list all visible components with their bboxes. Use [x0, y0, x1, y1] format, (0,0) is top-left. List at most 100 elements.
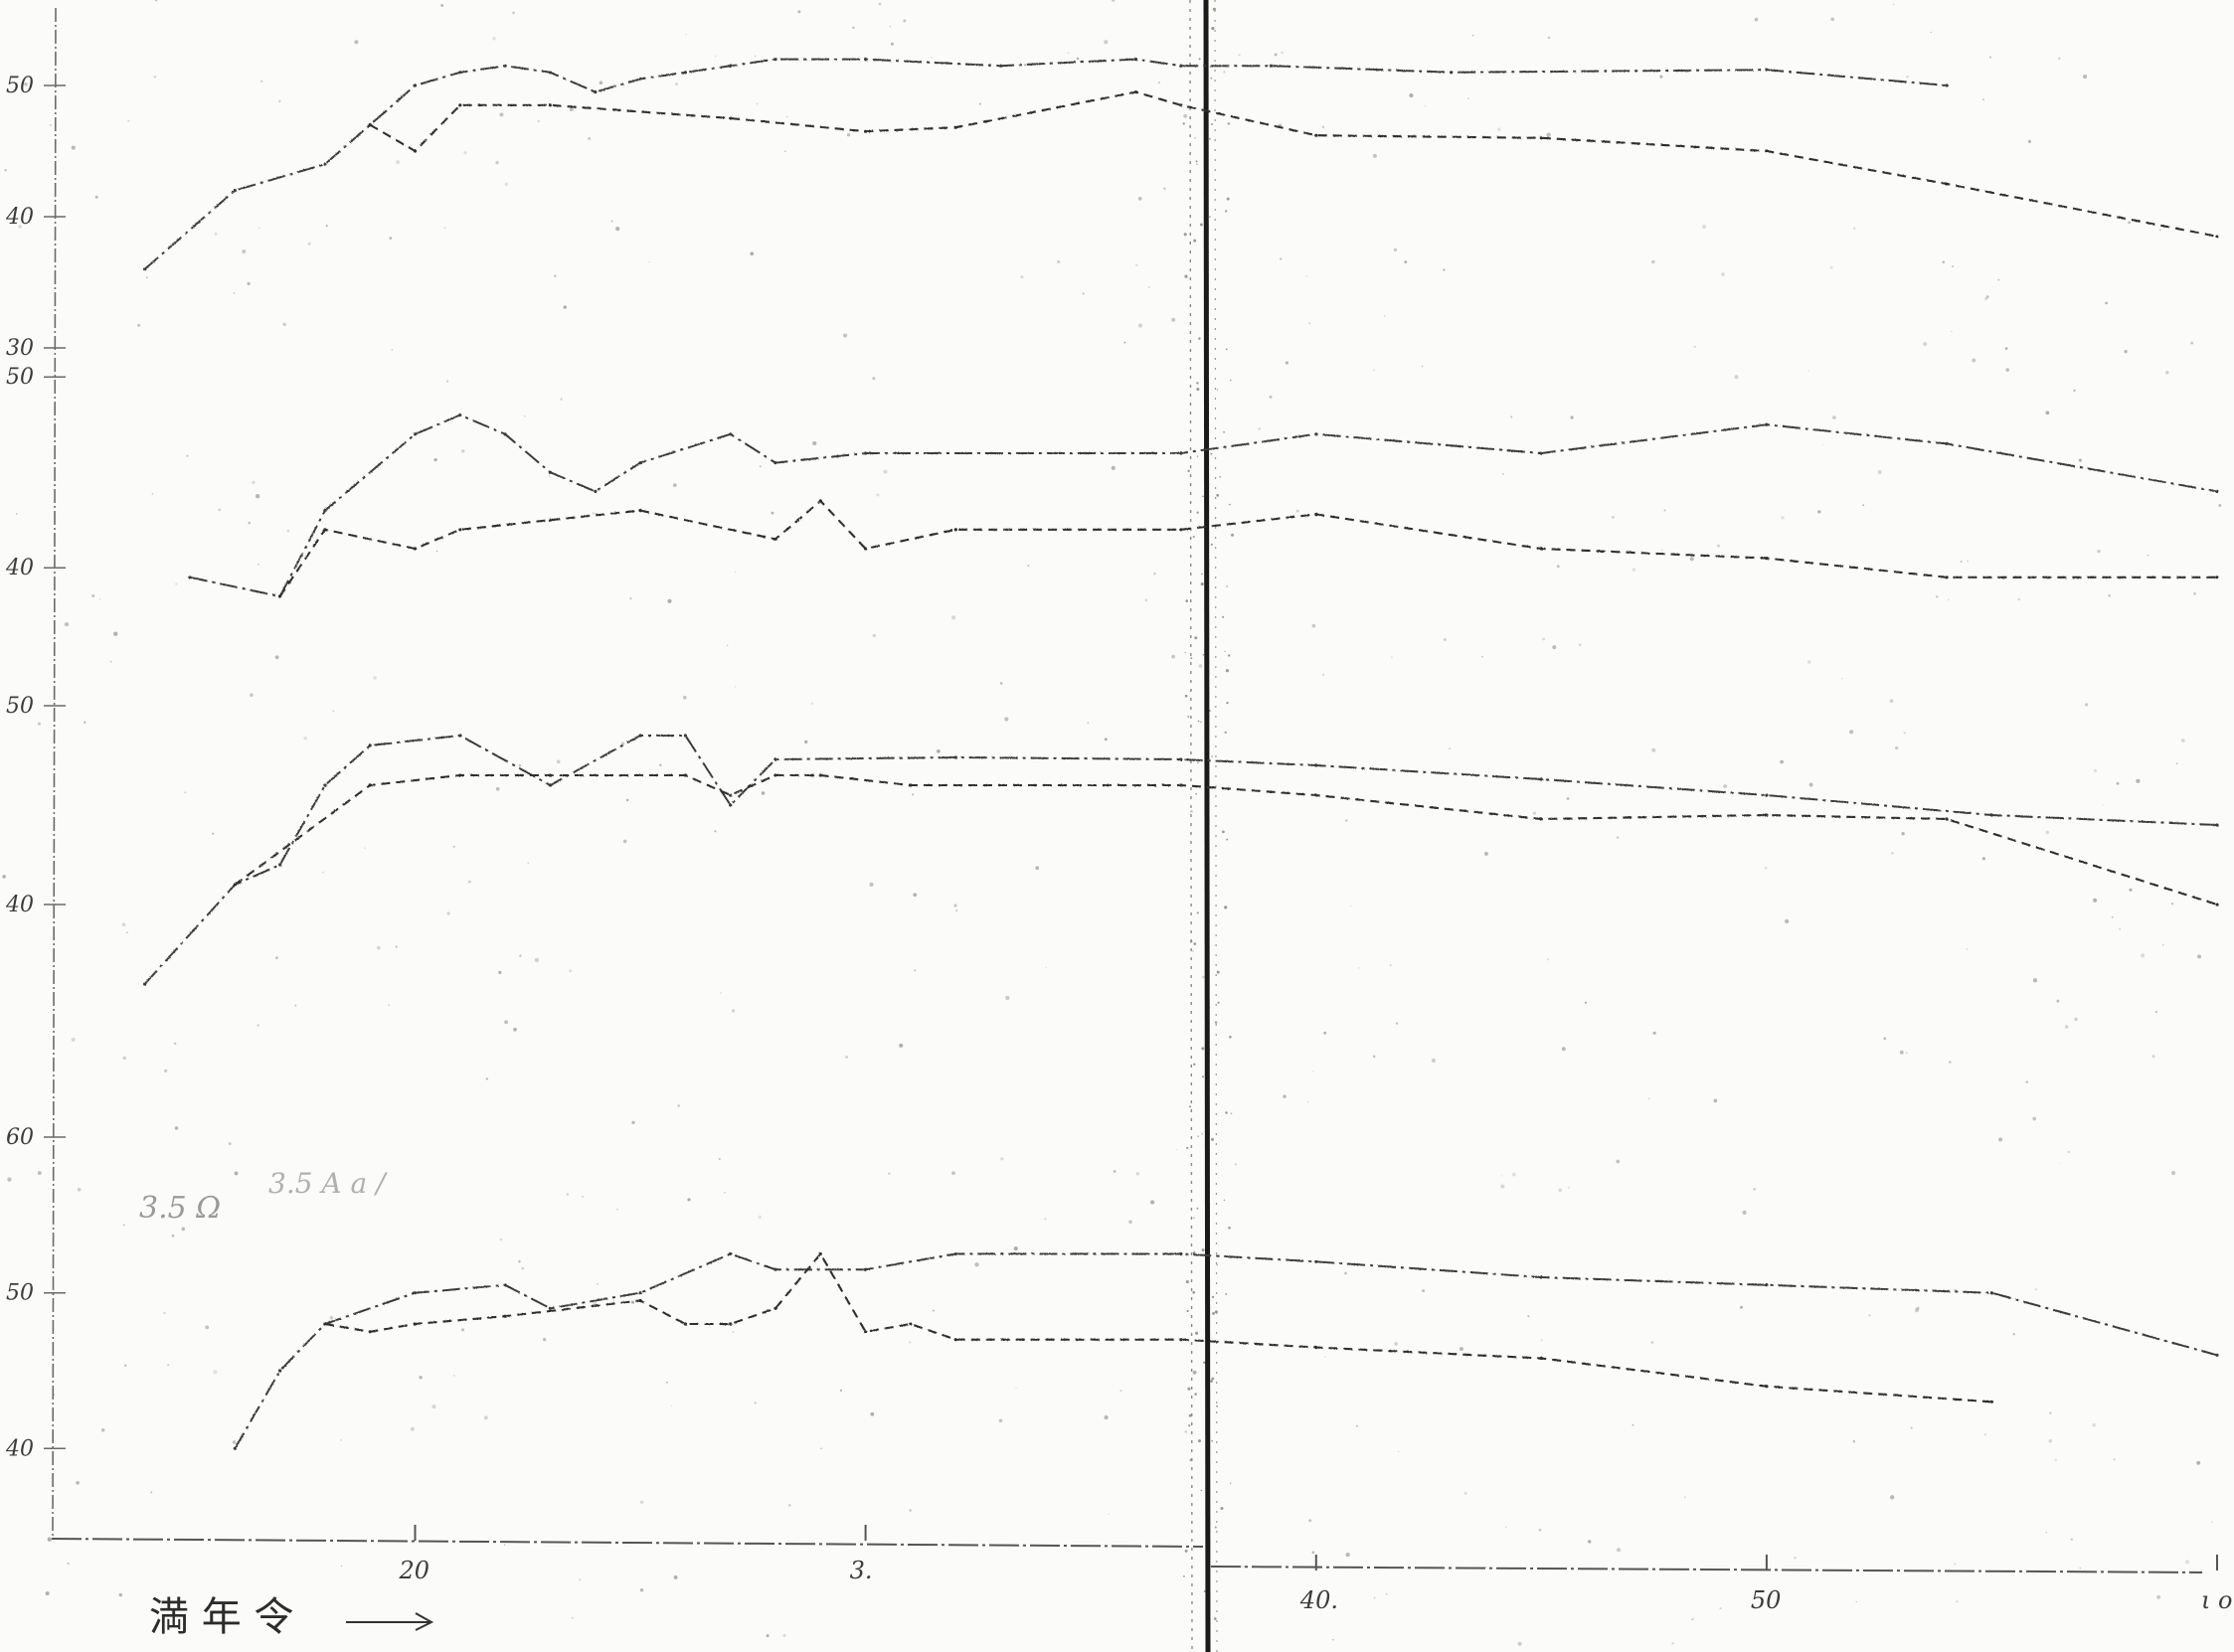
panel-1-series-2-point-7: [953, 125, 957, 129]
panel-2-series-1-point-1: [188, 576, 192, 579]
panel-3-series-1-point-7: [548, 783, 553, 787]
speck: [1128, 1220, 1132, 1224]
speck: [715, 55, 717, 58]
speck: [2105, 301, 2108, 305]
speck: [395, 945, 398, 948]
panel-1-series-2-point-4: [548, 103, 553, 107]
speck: [888, 1172, 891, 1175]
speck: [1393, 248, 1398, 252]
speck: [1226, 585, 1228, 587]
speck: [1504, 1526, 1507, 1529]
panel-1-series-2-point-14: [2215, 235, 2219, 239]
speck: [1211, 1295, 1215, 1299]
speck: [1229, 1036, 1232, 1039]
panel-2-series-2-point-16: [2215, 576, 2219, 579]
speck: [322, 871, 324, 874]
speck: [914, 969, 917, 972]
speck: [242, 249, 247, 253]
speck: [727, 644, 729, 646]
speck: [1212, 1311, 1215, 1315]
speck: [599, 81, 603, 84]
speck: [388, 1004, 391, 1007]
panel-4-series-2-point-1: [323, 1322, 327, 1326]
speck: [1985, 295, 1989, 298]
panel-1-series-1-point-13: [773, 58, 777, 62]
speck: [1952, 265, 1955, 268]
panel-2-series-1-point-14: [1314, 432, 1318, 436]
speck: [325, 225, 328, 228]
speck: [1903, 732, 1906, 735]
speck: [1409, 92, 1414, 98]
panel-2-series-1-point-15: [1539, 451, 1543, 455]
right-arrow-icon: [346, 1612, 434, 1631]
speck: [1216, 494, 1220, 497]
speck: [1484, 1566, 1486, 1569]
panel-4-series-1-point-5: [503, 1283, 507, 1287]
speck: [1647, 1097, 1650, 1100]
speck: [1190, 810, 1193, 813]
speck: [1224, 650, 1226, 653]
speck: [1883, 1037, 1887, 1041]
speck: [2136, 778, 2141, 783]
panel-2-series-2-point-7: [773, 537, 777, 542]
speck: [234, 1171, 239, 1176]
speck: [37, 722, 42, 726]
speck: [2176, 762, 2178, 765]
speck: [1616, 836, 1620, 839]
speck: [1198, 337, 1201, 340]
speck: [163, 1311, 166, 1315]
speck: [155, 0, 158, 2]
panel-2-series-1-point-16: [1765, 422, 1769, 426]
panel-4-series-2-point-14: [1314, 1345, 1318, 1350]
speck: [1214, 1526, 1217, 1529]
speck: [1443, 268, 1446, 271]
speck: [1899, 1050, 1904, 1055]
panel-4-series-1-line: [234, 1252, 2218, 1449]
speck: [255, 494, 260, 499]
speck: [672, 483, 677, 488]
speck: [2084, 703, 2089, 707]
speck: [1210, 543, 1213, 546]
speck: [1229, 379, 1232, 382]
speck: [2049, 1411, 2052, 1414]
speck: [184, 791, 187, 794]
speck: [71, 1037, 76, 1042]
speck: [1108, 1513, 1110, 1515]
speck: [452, 1374, 455, 1377]
panel-3-series-1-point-12: [953, 755, 957, 759]
speck: [1196, 911, 1199, 914]
speck: [2032, 978, 2038, 983]
panel-4-series-1-point-7: [638, 1291, 642, 1295]
speck: [1199, 223, 1203, 227]
panel-2-series-2-point-4: [458, 528, 462, 532]
speck: [1176, 1148, 1178, 1151]
speck: [503, 1544, 506, 1547]
speck: [2193, 591, 2196, 595]
speck: [610, 220, 613, 223]
panel-4-series-2-point-15: [1539, 1356, 1543, 1361]
speck: [175, 582, 178, 585]
speck: [286, 529, 290, 533]
speck: [1195, 1331, 1199, 1335]
speck: [2059, 1162, 2061, 1165]
speck: [1906, 75, 1909, 79]
speck: [499, 112, 504, 117]
panel-1-series-1-point-16: [1133, 58, 1138, 62]
speck: [750, 251, 755, 256]
speck: [1345, 819, 1348, 822]
speck: [1910, 1426, 1913, 1429]
speck: [1517, 1641, 1522, 1646]
speck: [1890, 1495, 1895, 1500]
speck: [2158, 229, 2161, 232]
panel-3-series-1-point-5: [368, 743, 372, 747]
speck: [1182, 122, 1185, 125]
panel-3-series-2-point-5: [683, 773, 688, 777]
panel-2-series-2-point-12: [1314, 512, 1318, 517]
speck: [579, 1578, 582, 1581]
speck: [1035, 866, 1040, 871]
speck: [1956, 1600, 1959, 1603]
speck: [843, 333, 848, 338]
panel-4-series-2-point-8: [773, 1306, 777, 1310]
speck: [909, 1509, 912, 1512]
